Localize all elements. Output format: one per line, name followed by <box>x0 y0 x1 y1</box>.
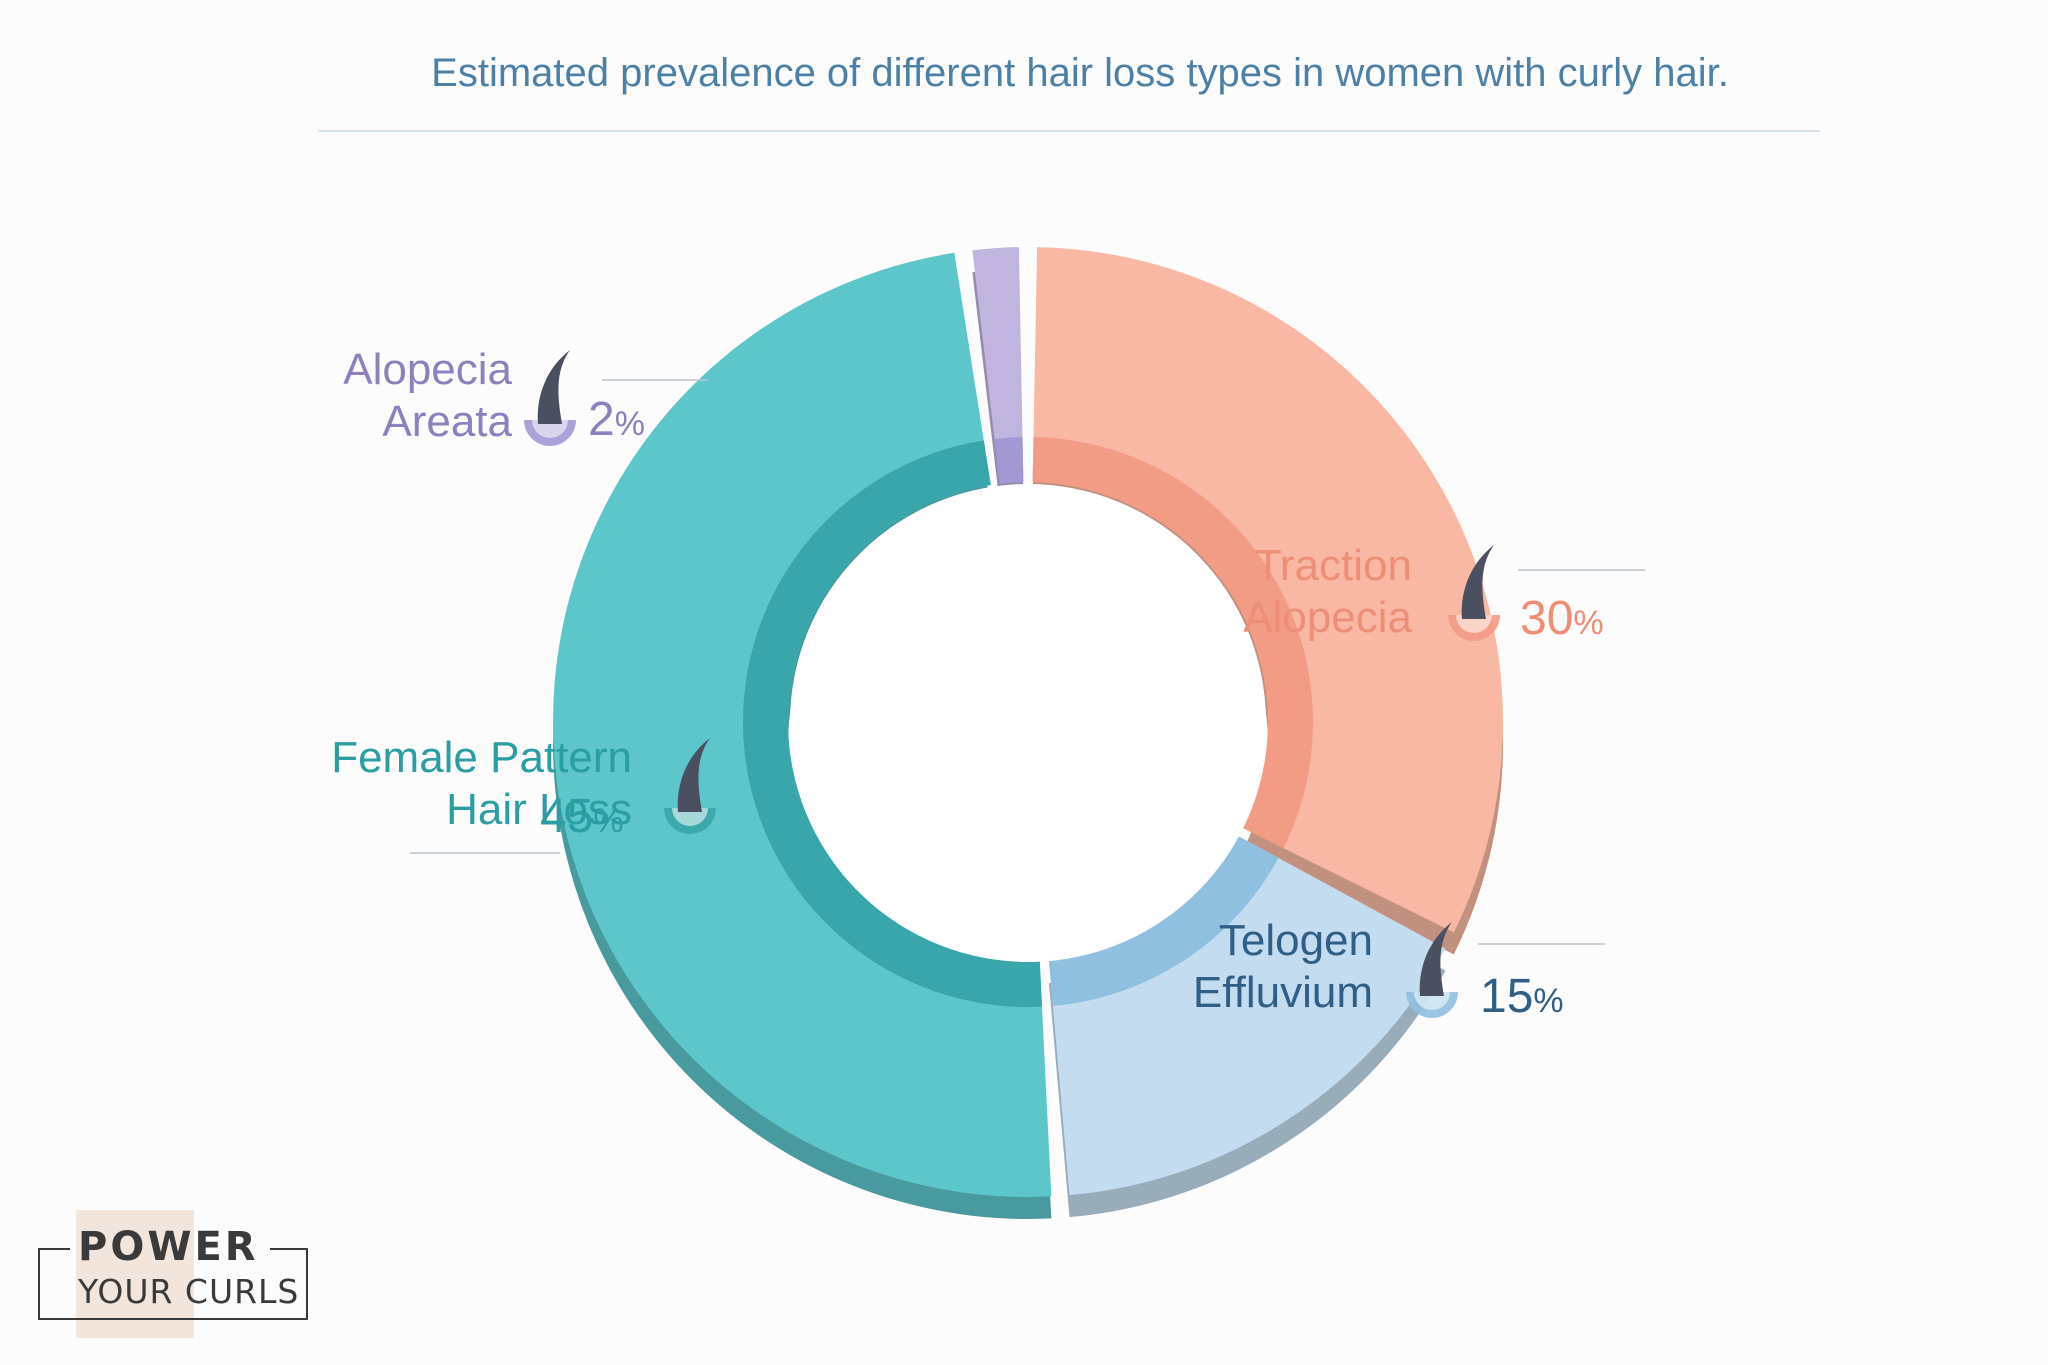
percent-sign: % <box>593 802 623 840</box>
slice-value: 30 <box>1520 592 1573 645</box>
logo-line-2: YOUR CURLS <box>78 1272 300 1311</box>
slice-percent-label: 2% <box>588 393 645 446</box>
slice-percent-label: 15% <box>1480 970 1564 1023</box>
slice-percent-label: 45% <box>540 790 624 843</box>
slice-alopecia-areata[interactable] <box>972 247 1024 484</box>
power-your-curls-logo: POWER YOUR CURLS <box>38 1210 308 1338</box>
slice-value: 45 <box>540 790 593 843</box>
hair-follicle-icon <box>524 350 576 446</box>
slice-inner-band-2 <box>743 440 1042 1007</box>
slice-label-line: Telogen <box>1219 916 1373 965</box>
slice-value: 15 <box>1480 970 1533 1023</box>
percent-sign: % <box>615 405 645 443</box>
slice-value: 2 <box>588 393 615 446</box>
slice-label-line: Female Pattern <box>331 733 632 782</box>
slice-telogen-effluvium[interactable] <box>1048 836 1446 1196</box>
chart-title: Estimated prevalence of different hair l… <box>431 51 1729 95</box>
slice-percent-label: 30% <box>1520 592 1604 645</box>
slice-label-line: Alopecia <box>343 345 512 394</box>
percent-sign: % <box>1573 604 1603 642</box>
hair-follicle-icon <box>1448 545 1500 641</box>
hair-follicle-icon <box>1406 922 1458 1018</box>
donut-hole <box>790 484 1266 960</box>
slice-label-line: Hair Loss <box>446 785 632 834</box>
logo-line-1: POWER <box>78 1224 259 1270</box>
slice-label-line: Effluvium <box>1193 968 1373 1017</box>
hair-follicle-icon <box>664 738 716 834</box>
logo-accent-bar <box>76 1210 194 1338</box>
slice-label-line: Traction <box>1255 541 1412 590</box>
logo-frame <box>38 1248 308 1320</box>
percent-sign: % <box>1533 982 1563 1020</box>
slice-label-line: Alopecia <box>1243 593 1412 642</box>
slice-inner-band-0 <box>1032 437 1313 849</box>
slice-inner-band-3 <box>994 437 1024 484</box>
slice-inner-band-1 <box>1048 836 1279 1006</box>
slice-label-line: Areata <box>382 397 512 446</box>
